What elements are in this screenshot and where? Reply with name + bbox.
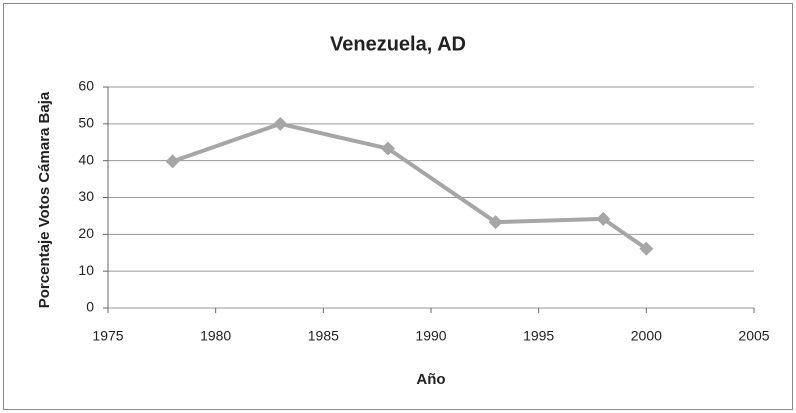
x-tick-label: 1990 — [415, 328, 446, 344]
chart-title: Venezuela, AD — [330, 33, 466, 55]
x-tick-label: 2005 — [738, 328, 769, 344]
y-tick-label: 30 — [78, 188, 94, 204]
y-axis-label: Porcentaje Votos Cámara Baja — [36, 91, 53, 308]
line — [171, 121, 648, 251]
marker — [380, 141, 395, 156]
x-tick-label: 1995 — [523, 328, 554, 344]
y-tick-label: 10 — [78, 262, 94, 278]
marker — [273, 116, 288, 131]
x-tick-label: 1980 — [200, 328, 231, 344]
x-tick-label: 2000 — [631, 328, 662, 344]
y-tick-label: 20 — [78, 225, 94, 241]
y-tick-label: 50 — [78, 115, 94, 131]
marker — [165, 154, 180, 169]
x-tick-label: 1985 — [308, 328, 339, 344]
x-axis-label: Año — [416, 371, 445, 388]
marker — [639, 241, 654, 256]
x-tick-label: 1975 — [92, 328, 123, 344]
marker — [596, 211, 611, 226]
y-tick-label: 60 — [78, 78, 94, 94]
y-tick-label: 40 — [78, 151, 94, 167]
chart-border — [3, 3, 793, 410]
marker — [488, 215, 503, 230]
y-tick-label: 0 — [86, 299, 94, 315]
